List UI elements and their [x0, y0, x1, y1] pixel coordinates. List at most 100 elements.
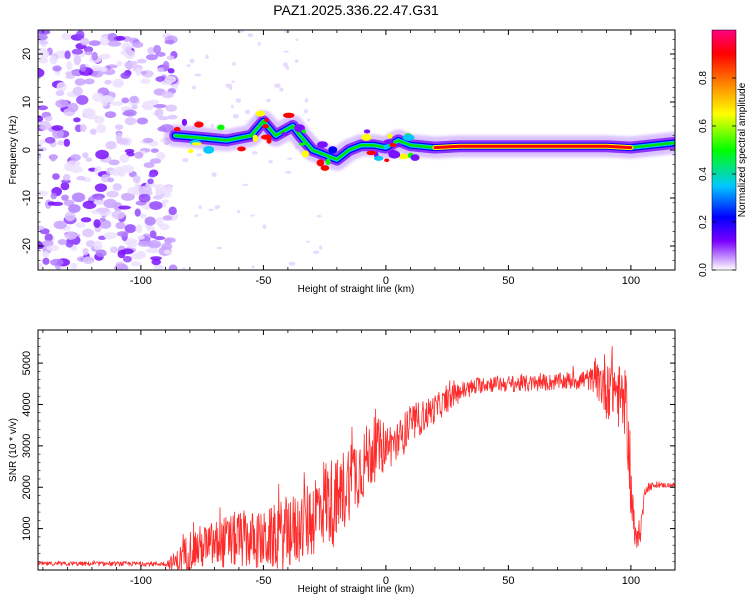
- noise-blob: [79, 64, 87, 72]
- noise-blob: [150, 148, 159, 153]
- noise-blob: [162, 60, 170, 71]
- noise-blob: [39, 40, 49, 45]
- noise-blob: [61, 32, 73, 41]
- colorbar-tick-label: 0.0: [698, 263, 709, 277]
- noise-blob: [95, 249, 107, 257]
- noise-blob: [294, 59, 299, 63]
- noise-blob: [72, 86, 83, 96]
- noise-blob: [155, 187, 162, 198]
- noise-blob: [140, 70, 148, 75]
- noise-blob: [210, 123, 214, 128]
- noise-blob: [288, 261, 296, 266]
- noise-blob: [279, 87, 284, 92]
- noise-blob: [268, 159, 273, 164]
- signal-blob: [262, 124, 269, 129]
- noise-blob: [125, 151, 135, 157]
- noise-blob: [82, 200, 97, 210]
- colorbar-tick-label: 0.2: [698, 215, 709, 229]
- noise-blob: [162, 215, 173, 221]
- signal-blob: [301, 129, 307, 134]
- noise-blob: [38, 190, 48, 196]
- snr-y-tick-label: 2000: [21, 475, 33, 499]
- noise-blob: [135, 250, 147, 259]
- signal-blob: [366, 150, 377, 156]
- noise-blob: [103, 198, 117, 209]
- noise-blob: [135, 224, 143, 234]
- noise-blob: [216, 246, 222, 250]
- noise-blob: [262, 224, 267, 230]
- noise-blob: [163, 249, 172, 255]
- noise-blob: [38, 147, 47, 152]
- noise-blob: [194, 214, 199, 218]
- noise-blob: [136, 235, 145, 240]
- noise-blob: [104, 79, 112, 85]
- noise-blob: [207, 208, 215, 212]
- noise-blob: [74, 78, 86, 86]
- noise-blob: [154, 236, 166, 241]
- noise-blob: [138, 185, 153, 195]
- noise-blob: [52, 173, 60, 180]
- noise-blob: [38, 47, 47, 53]
- noise-blob: [110, 246, 118, 254]
- noise-blob: [103, 232, 117, 240]
- noise-blob: [167, 114, 178, 120]
- noise-blob: [44, 136, 56, 144]
- snr-y-ticks: 1000 2000 3000 4000 5000: [21, 329, 675, 571]
- noise-blob: [186, 64, 191, 68]
- noise-blob: [236, 210, 241, 214]
- spectrogram-x-tick-label: -100: [130, 275, 152, 287]
- spectrogram-x-ticks: -100 -50 0 50 100: [42, 30, 656, 287]
- noise-blob: [155, 107, 164, 118]
- noise-blob: [307, 118, 311, 122]
- signal-blob: [181, 118, 188, 126]
- colorbar-ticks: 0.0 0.2 0.4 0.6 0.8: [698, 71, 736, 277]
- signal-blob: [398, 153, 409, 160]
- noise-blob: [168, 206, 177, 216]
- noise-blob: [284, 30, 291, 34]
- noise-blob: [319, 245, 323, 250]
- snr-series-line: [38, 345, 675, 570]
- noise-blob: [116, 60, 123, 67]
- noise-blob: [114, 81, 124, 87]
- noise-blob: [152, 195, 163, 200]
- noise-blob: [132, 175, 141, 184]
- noise-blob: [116, 231, 129, 237]
- noise-blob: [100, 97, 109, 107]
- noise-blob: [229, 86, 233, 90]
- noise-blob: [70, 166, 83, 174]
- snr-x-tick-label: -50: [255, 575, 271, 587]
- spectrogram-y-tick-label: 0: [21, 147, 33, 153]
- noise-blob: [88, 40, 101, 46]
- noise-blob: [231, 61, 236, 66]
- noise-blob: [71, 48, 84, 55]
- noise-blob: [42, 240, 54, 247]
- noise-blob: [46, 244, 60, 252]
- noise-blob: [91, 51, 98, 61]
- signal-blob: [328, 146, 338, 154]
- signal-blob: [237, 146, 246, 152]
- noise-blob: [56, 81, 68, 92]
- noise-blob: [137, 240, 152, 247]
- noise-blob: [64, 50, 71, 60]
- snr-x-tick-label: 100: [622, 575, 640, 587]
- noise-blob: [250, 214, 255, 217]
- noise-blob: [70, 154, 81, 162]
- colorbar-label: Normalized spectral amplitude: [737, 82, 748, 217]
- noise-blob: [117, 249, 126, 259]
- noise-blob: [38, 105, 49, 111]
- noise-blob: [108, 159, 120, 166]
- snr-panel: -100 -50 0 50 100 1000 2000 3000 4000 5000 Heigh…: [8, 329, 676, 595]
- spectrogram-x-axis-label: Height of straight line (km): [298, 284, 415, 295]
- colorbar: 0.0 0.2 0.4 0.6 0.8 Normalized spectral ampl…: [698, 29, 748, 277]
- spectrogram-y-tick-label: 10: [21, 96, 33, 108]
- snr-y-tick-label: 1000: [21, 516, 33, 540]
- noise-blob: [115, 35, 126, 41]
- noise-blob: [112, 183, 122, 191]
- colorbar-tick-label: 0.6: [698, 119, 709, 133]
- noise-blob: [65, 71, 73, 77]
- signal-blob: [320, 165, 330, 171]
- noise-blob: [194, 73, 202, 77]
- noise-blob: [165, 104, 178, 112]
- noise-blob: [295, 38, 299, 41]
- noise-blob: [99, 53, 111, 60]
